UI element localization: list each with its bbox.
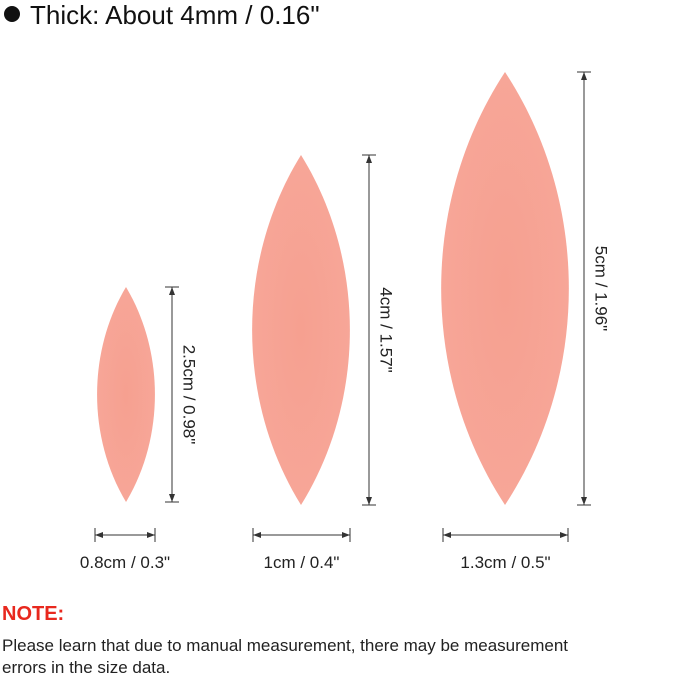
height-label: 4cm / 1.57" xyxy=(377,287,396,372)
width-label: 1.3cm / 0.5" xyxy=(460,553,550,572)
height-label: 5cm / 1.96" xyxy=(592,246,611,331)
arrow xyxy=(366,497,372,505)
arrow xyxy=(253,532,261,538)
bullet xyxy=(4,6,20,22)
leaf-shape xyxy=(252,155,350,505)
arrow xyxy=(169,494,175,502)
width-label: 1cm / 0.4" xyxy=(264,553,340,572)
arrow xyxy=(581,497,587,505)
width-label: 0.8cm / 0.3" xyxy=(80,553,170,572)
height-label: 2.5cm / 0.98" xyxy=(180,345,199,445)
note-title: NOTE: xyxy=(2,603,65,625)
product-diagram: Thick: About 4mm / 0.16" 2.5cm / 0.98" 0.… xyxy=(4,0,611,572)
arrow xyxy=(443,532,451,538)
arrow xyxy=(560,532,568,538)
header-text: Thick: About 4mm / 0.16" xyxy=(30,0,320,30)
arrow xyxy=(366,155,372,163)
arrow xyxy=(169,287,175,295)
arrow xyxy=(581,72,587,80)
note-line: errors in the size data. xyxy=(2,658,171,677)
arrow xyxy=(342,532,350,538)
leaf-shape xyxy=(97,287,155,502)
leaf-shape xyxy=(441,72,569,505)
note-line: Please learn that due to manual measurem… xyxy=(2,636,569,655)
arrow xyxy=(95,532,103,538)
arrow xyxy=(147,532,155,538)
